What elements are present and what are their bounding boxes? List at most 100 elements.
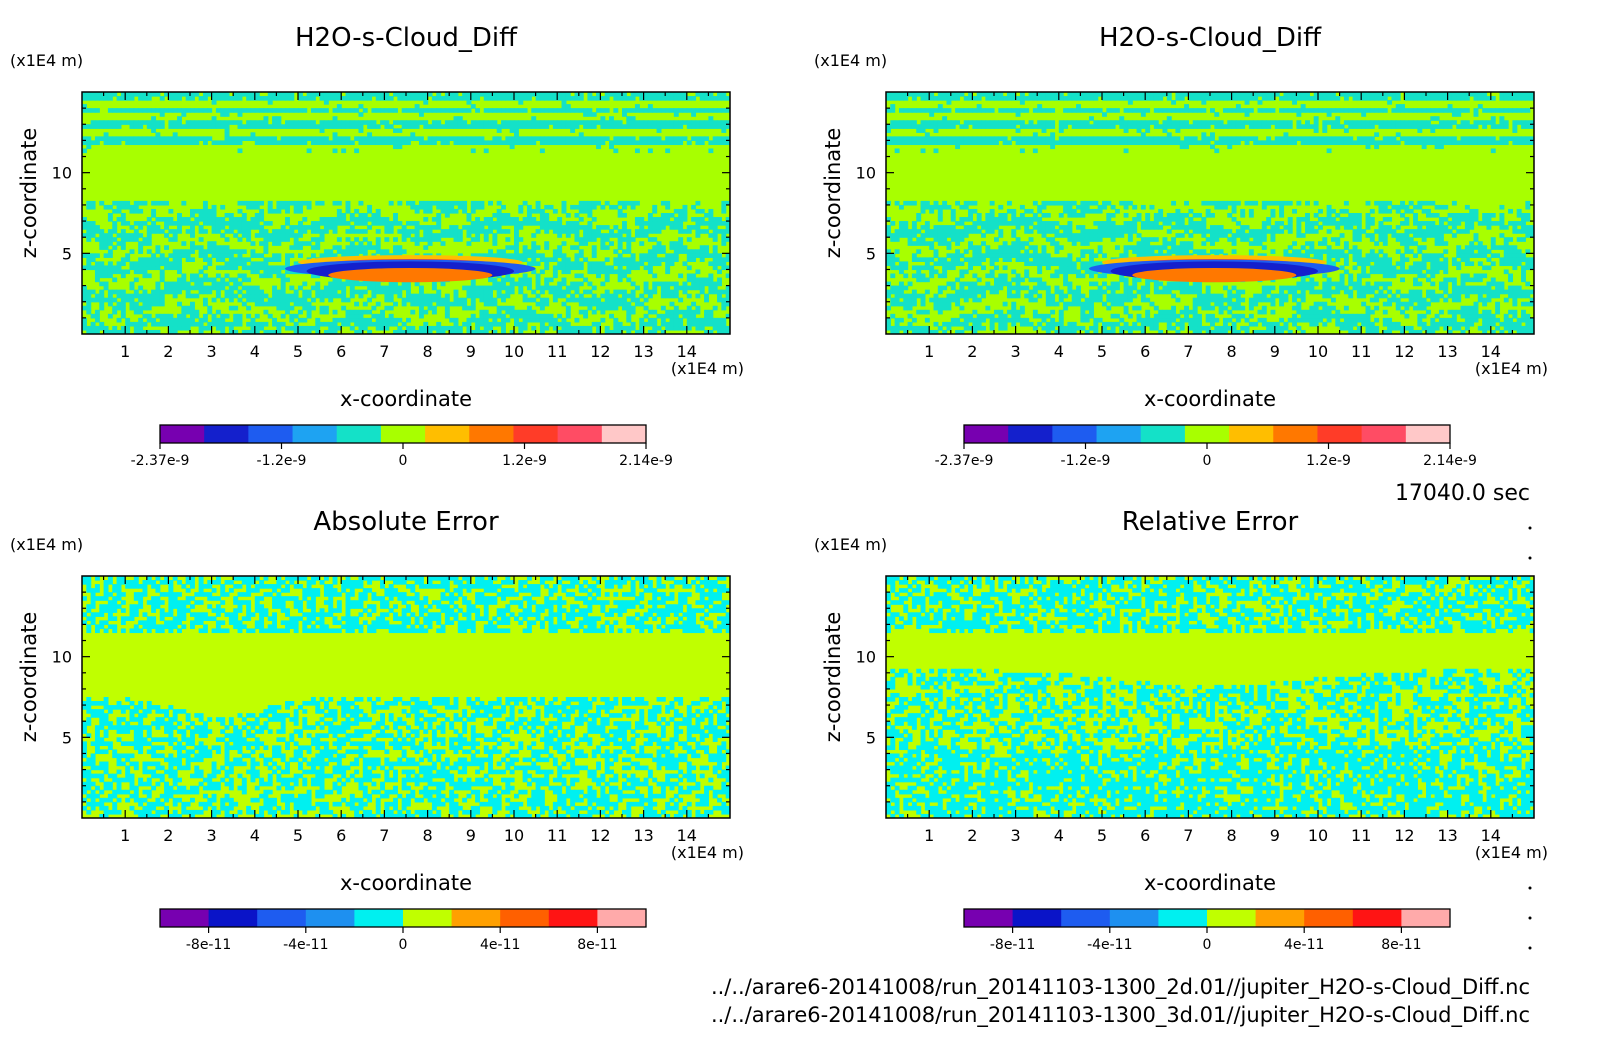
file-path-3d: ../../arare6-20141008/run_20141103-1300_… bbox=[711, 1003, 1530, 1028]
colorbar-tick-label: 1.2e-9 bbox=[1306, 453, 1351, 469]
colorbar-swatch bbox=[1061, 909, 1111, 927]
colorbar-swatch bbox=[964, 425, 1009, 443]
colorbar-swatch bbox=[1012, 909, 1062, 927]
x-tick-label: 7 bbox=[379, 342, 389, 361]
x-tick-label: 3 bbox=[1011, 826, 1021, 845]
colorbar-swatch bbox=[425, 425, 470, 443]
colorbar-tick-label: 0 bbox=[1203, 453, 1212, 469]
x-tick-label: 6 bbox=[336, 342, 346, 361]
chart-title: Absolute Error bbox=[313, 507, 499, 537]
colorbar-swatch bbox=[305, 909, 355, 927]
colorbar-tick-label: 0 bbox=[1203, 937, 1212, 953]
x-tick-label: 6 bbox=[336, 826, 346, 845]
x-tick-label: 9 bbox=[1270, 826, 1280, 845]
colorbar-tick-label: -2.37e-9 bbox=[935, 453, 994, 469]
x-tick-label: 11 bbox=[1351, 826, 1371, 845]
colorbar-swatch bbox=[500, 909, 550, 927]
colorbar-swatch bbox=[1361, 425, 1407, 443]
x-tick-label: 13 bbox=[633, 342, 653, 361]
separator-dot bbox=[1528, 886, 1532, 890]
x-tick-label: 6 bbox=[1140, 342, 1150, 361]
colorbar-tick-label: -4e-11 bbox=[283, 937, 328, 953]
cloud-feature-band bbox=[328, 268, 493, 283]
cloud-feature-band bbox=[1132, 268, 1297, 283]
x-tick-label: 3 bbox=[207, 826, 217, 845]
x-tick-label: 7 bbox=[1183, 342, 1193, 361]
x-axis-label: x-coordinate bbox=[1144, 387, 1276, 411]
heatmap-field bbox=[82, 92, 730, 334]
x-tick-label: 11 bbox=[1351, 342, 1371, 361]
y-axis-label: z-coordinate bbox=[17, 128, 41, 259]
colorbar-tick-label: 2.14e-9 bbox=[619, 453, 673, 469]
x-tick-label: 5 bbox=[293, 826, 303, 845]
y-tick-label: 5 bbox=[62, 244, 72, 263]
x-unit-label: (x1E4 m) bbox=[1475, 359, 1548, 378]
heatmap-field bbox=[886, 576, 1534, 818]
colorbar-tick-label: 0 bbox=[399, 937, 408, 953]
y-tick-label: 10 bbox=[856, 164, 876, 183]
y-tick-label: 10 bbox=[52, 648, 72, 667]
colorbar-tick-label: -4e-11 bbox=[1087, 937, 1132, 953]
x-tick-label: 5 bbox=[293, 342, 303, 361]
colorbar-tick-label: 8e-11 bbox=[1381, 937, 1421, 953]
x-unit-label: (x1E4 m) bbox=[671, 359, 744, 378]
heatmap-field bbox=[82, 576, 730, 818]
colorbar-swatch bbox=[1158, 909, 1208, 927]
colorbar-swatch bbox=[204, 425, 249, 443]
x-tick-label: 4 bbox=[1054, 826, 1064, 845]
chart-title: Relative Error bbox=[1122, 507, 1299, 537]
x-tick-label: 2 bbox=[163, 826, 173, 845]
y-unit-label: (x1E4 m) bbox=[10, 535, 83, 554]
x-tick-label: 11 bbox=[547, 826, 567, 845]
x-tick-label: 5 bbox=[1097, 342, 1107, 361]
colorbar-swatch bbox=[160, 425, 205, 443]
y-tick-label: 5 bbox=[62, 728, 72, 747]
colorbar-swatch bbox=[469, 425, 514, 443]
x-tick-label: 11 bbox=[547, 342, 567, 361]
colorbar-tick-label: 0 bbox=[399, 453, 408, 469]
x-tick-label: 8 bbox=[423, 342, 433, 361]
colorbar-tick-label: 4e-11 bbox=[1284, 937, 1324, 953]
chart-panel-1: 1 2 3 4 5 6 7 8 9 10 11 12 13 14510H2O-s-Cloud_Diff(x… bbox=[10, 23, 744, 469]
colorbar: -2.37e-9 -1.2e-9 0 1.2e-9 2.14e-9 bbox=[935, 424, 1477, 469]
x-tick-label: 3 bbox=[1011, 342, 1021, 361]
x-tick-label: 6 bbox=[1140, 826, 1150, 845]
colorbar-swatch bbox=[1008, 425, 1053, 443]
x-tick-label: 2 bbox=[967, 342, 977, 361]
separator-dot bbox=[1528, 916, 1532, 920]
x-unit-label: (x1E4 m) bbox=[1475, 843, 1548, 862]
colorbar-swatch bbox=[451, 909, 501, 927]
colorbar-swatch bbox=[160, 909, 210, 927]
x-tick-label: 9 bbox=[466, 826, 476, 845]
x-tick-label: 10 bbox=[504, 342, 524, 361]
colorbar-swatch bbox=[1317, 425, 1363, 443]
x-tick-label: 5 bbox=[1097, 826, 1107, 845]
chart-panel-2: 1 2 3 4 5 6 7 8 9 10 11 12 13 14510H2O-s-Cloud_Diff(x… bbox=[814, 23, 1548, 469]
colorbar-tick-label: 8e-11 bbox=[577, 937, 617, 953]
x-tick-label: 10 bbox=[1308, 342, 1328, 361]
x-unit-label: (x1E4 m) bbox=[671, 843, 744, 862]
x-axis-label: x-coordinate bbox=[340, 387, 472, 411]
x-tick-label: 8 bbox=[1227, 342, 1237, 361]
colorbar-swatch bbox=[292, 425, 338, 443]
x-tick-label: 10 bbox=[504, 826, 524, 845]
colorbar-swatch bbox=[403, 909, 453, 927]
x-tick-label: 12 bbox=[1394, 826, 1414, 845]
colorbar-swatch bbox=[1229, 425, 1274, 443]
x-axis-label: x-coordinate bbox=[1144, 871, 1276, 895]
colorbar-swatch bbox=[1207, 909, 1257, 927]
colorbar-swatch bbox=[248, 425, 294, 443]
x-tick-label: 2 bbox=[163, 342, 173, 361]
colorbar: -8e-11 -4e-11 0 4e-11 8e-11 bbox=[159, 908, 647, 953]
separator-dot bbox=[1528, 556, 1532, 560]
x-tick-label: 9 bbox=[466, 342, 476, 361]
x-tick-label: 7 bbox=[379, 826, 389, 845]
colorbar-swatch bbox=[1140, 425, 1186, 443]
colorbar-swatch bbox=[557, 425, 603, 443]
colorbar-swatch bbox=[1304, 909, 1354, 927]
y-tick-label: 10 bbox=[52, 164, 72, 183]
colorbar-swatch bbox=[1255, 909, 1305, 927]
colorbar-swatch bbox=[964, 909, 1014, 927]
